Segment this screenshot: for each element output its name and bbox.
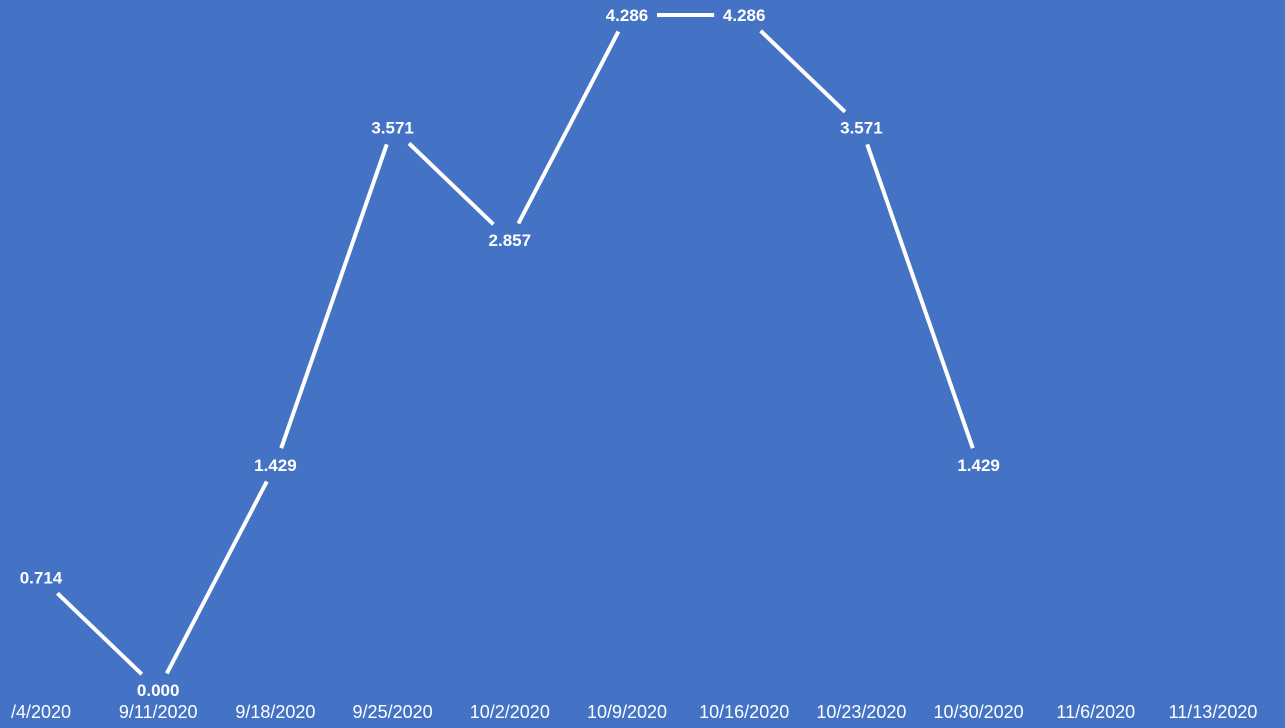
x-tick-label-4: 10/2/2020 <box>470 702 550 722</box>
data-label-3: 3.571 <box>371 119 414 138</box>
data-label-4: 2.857 <box>489 231 532 250</box>
data-label-0: 0.714 <box>20 569 63 588</box>
data-label-6: 4.286 <box>723 6 766 25</box>
line-segment-6-7 <box>759 29 847 114</box>
x-tick-label-6: 10/16/2020 <box>699 702 789 722</box>
line-segment-3-4 <box>407 141 495 226</box>
x-tick-label-3: 9/25/2020 <box>353 702 433 722</box>
drop-lines <box>39 34 980 690</box>
data-labels: 0.714 0.000 1.429 3.571 2.857 4.286 4.286 3.571… <box>20 6 1000 700</box>
data-label-5: 4.286 <box>606 6 649 25</box>
data-label-8: 1.429 <box>957 456 1000 475</box>
x-tick-label-8: 10/30/2020 <box>934 702 1024 722</box>
x-tick-label-0: /4/2020 <box>11 702 71 722</box>
line-segment-2-3 <box>279 143 389 449</box>
x-tick-label-9: 11/6/2020 <box>1056 702 1135 722</box>
x-tick-label-1: 9/11/2020 <box>119 702 198 722</box>
line-segment-7-8 <box>865 143 975 449</box>
x-tick-label-2: 9/18/2020 <box>235 702 315 722</box>
line-segment-1-2 <box>165 480 269 675</box>
x-axis-tick-labels: /4/2020 9/11/2020 9/18/2020 9/25/2020 10/2/2… <box>11 702 1257 722</box>
data-label-2: 1.429 <box>254 456 297 475</box>
line-segment-0-1 <box>56 591 144 676</box>
x-tick-label-7: 10/23/2020 <box>816 702 906 722</box>
line-segment-4-5 <box>516 30 621 225</box>
data-label-1: 0.000 <box>137 681 180 700</box>
x-tick-label-10: 11/13/2020 <box>1169 702 1258 722</box>
x-tick-label-5: 10/9/2020 <box>587 702 667 722</box>
data-label-7: 3.571 <box>840 119 883 138</box>
series-line <box>56 13 975 676</box>
